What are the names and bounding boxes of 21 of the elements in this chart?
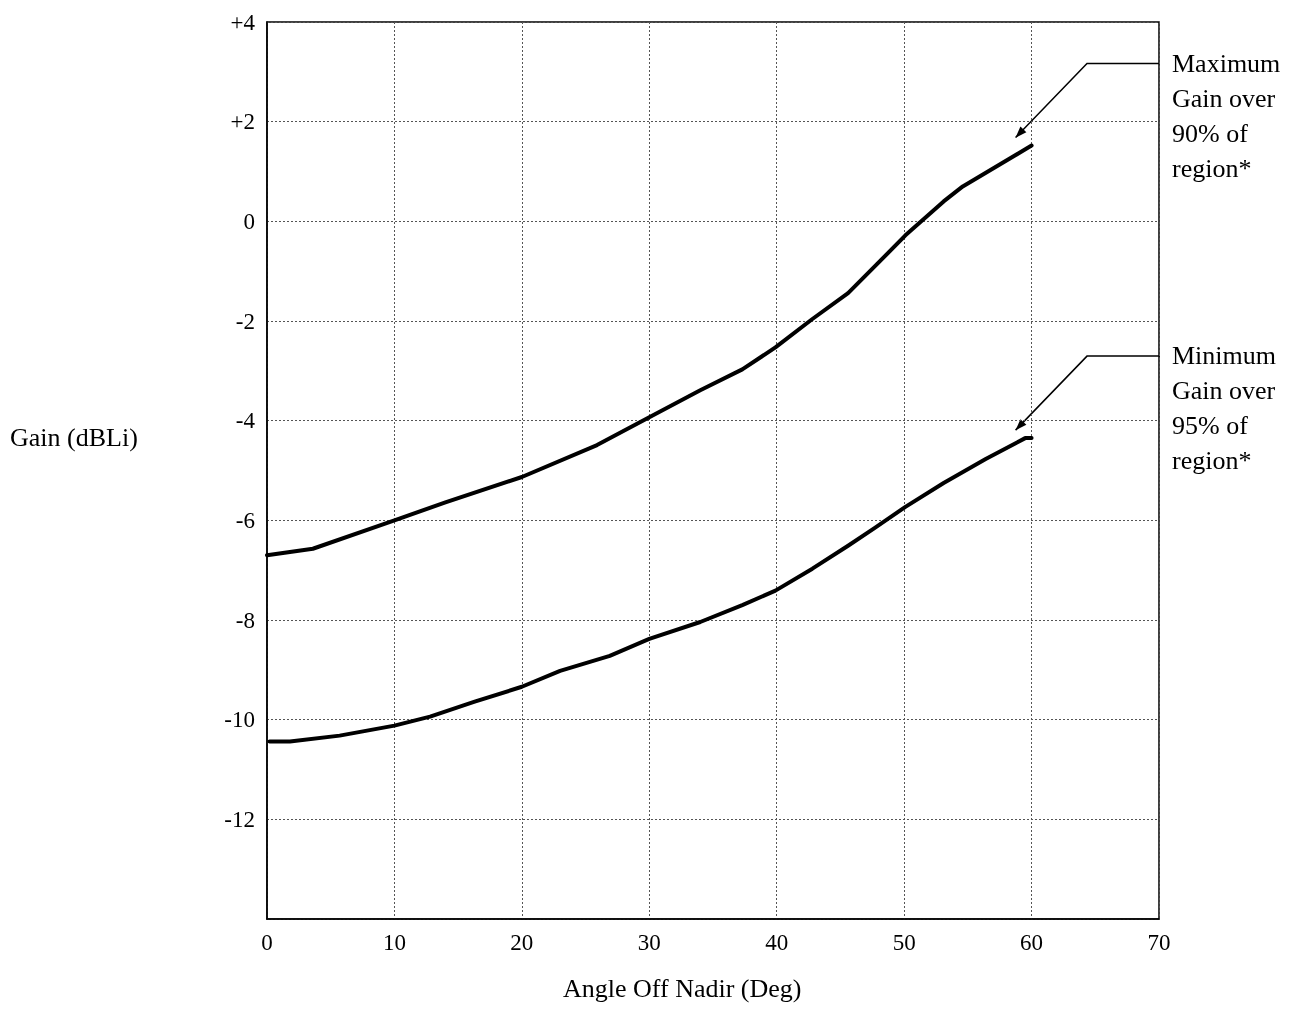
x-tick-label: 60	[1020, 930, 1044, 955]
x-tick-label: 50	[892, 930, 916, 955]
x-tick-label: 0	[261, 930, 273, 955]
y-tick-label: -6	[235, 507, 255, 533]
y-tick-label: -2	[235, 308, 255, 334]
x-tick-label: 30	[637, 930, 661, 955]
y-tick-label: -10	[224, 707, 255, 733]
y-tick-label: -12	[224, 806, 255, 832]
y-tick-label: +2	[230, 109, 255, 135]
text: Minimum Gain over 95% of region*	[1172, 341, 1283, 476]
y-tick-label: 0	[243, 208, 255, 234]
x-tick-label: 10	[382, 930, 406, 955]
x-tick-label: 40	[765, 930, 789, 955]
x-axis-title: Angle Off Nadir (Deg)	[563, 973, 802, 1003]
y-axis-title: Gain (dBLi)	[10, 422, 138, 452]
x-tick-label: 20	[510, 930, 534, 955]
x-tick-label: 70	[1147, 930, 1171, 955]
y-tick-label: -8	[235, 607, 255, 633]
text: Maximum Gain over 90% of region*	[1172, 48, 1287, 183]
y-tick-label: +4	[230, 9, 256, 35]
y-tick-label: -4	[235, 408, 256, 434]
